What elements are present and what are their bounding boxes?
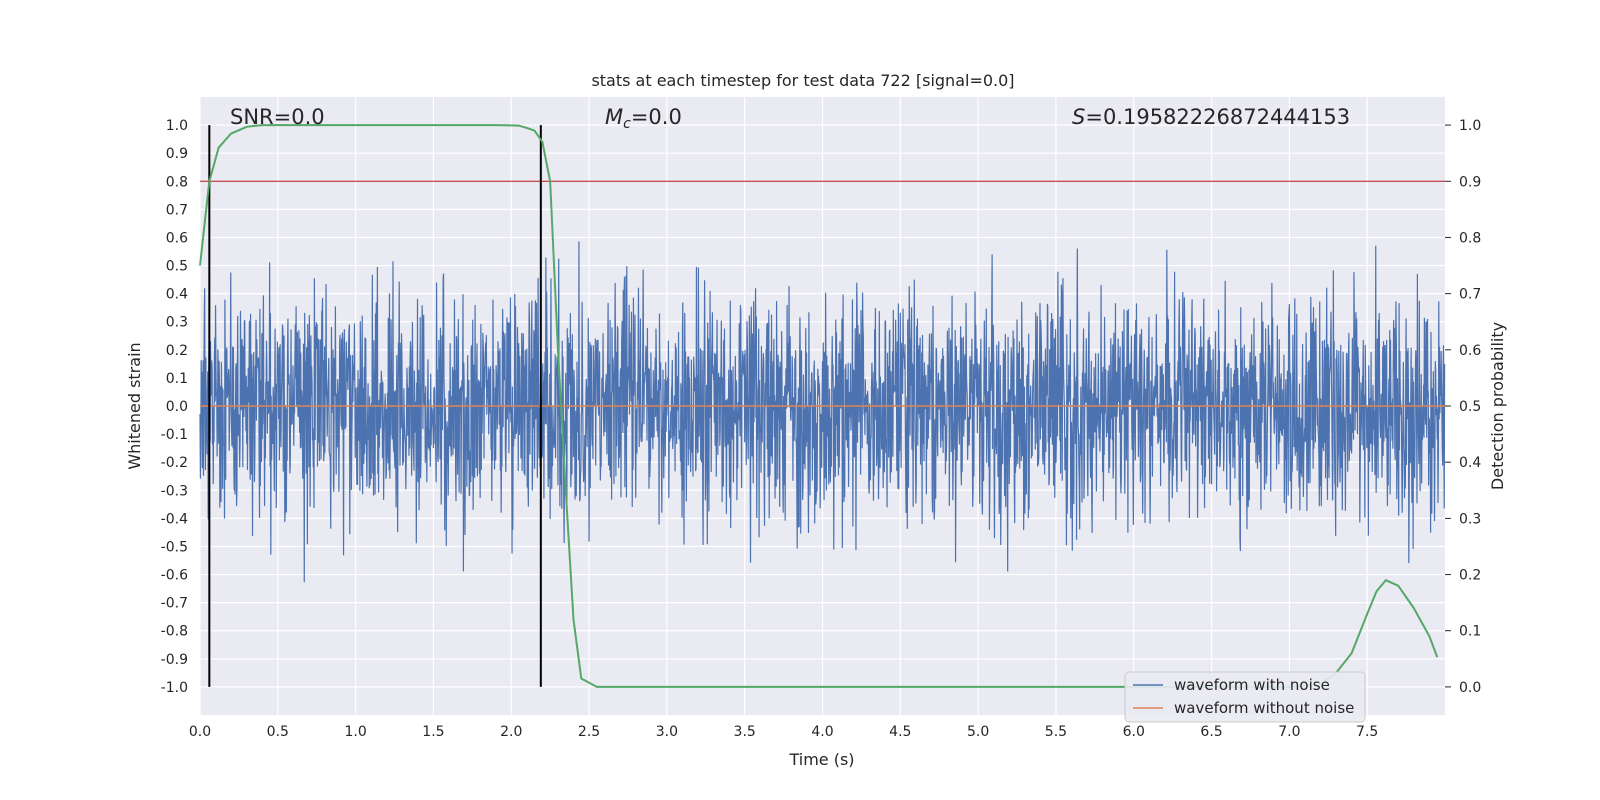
marker-lines: [208, 125, 542, 687]
y2-tick-label: 0.3: [1459, 511, 1481, 527]
y2-tick-label: 0.9: [1459, 174, 1481, 190]
y-tick-label: 0.1: [166, 371, 188, 387]
y-tick-label: -0.9: [161, 652, 188, 668]
waveform-with-noise: [199, 241, 1446, 583]
y-tick-label: 0.9: [166, 146, 188, 162]
x-tick-label: 7.0: [1278, 724, 1300, 740]
s-symbol: S: [1072, 105, 1085, 129]
y2-tick-label: 1.0: [1459, 118, 1481, 134]
y2-tick-label: 0.6: [1459, 343, 1481, 359]
y-tick-label: 0.6: [166, 230, 188, 246]
y2-tick-label: 0.1: [1459, 624, 1481, 640]
x-tick-label: 2.0: [500, 724, 522, 740]
y2-tick-label: 0.4: [1459, 455, 1481, 471]
noise-trace: [199, 241, 1446, 583]
y-tick-label: -0.1: [161, 427, 188, 443]
y-tick-label: 0.3: [166, 315, 188, 331]
y-tick-label: -0.4: [161, 511, 188, 527]
x-axis-label: Time (s): [788, 750, 854, 769]
y-tick-label: -0.3: [161, 483, 188, 499]
x-axis-ticks: 0.0 0.5 1.0 1.5 2.0 2.5 3.0 3.5 4.0 4.5 5.0 5.5 6.0 6…: [189, 724, 1378, 740]
x-tick-label: 4.5: [889, 724, 911, 740]
y-tick-label: 0.0: [166, 399, 188, 415]
legend-label-noise: waveform with noise: [1174, 676, 1330, 694]
x-tick-label: 3.0: [656, 724, 678, 740]
y-axis-label: Whitened strain: [125, 342, 144, 469]
y-tick-label: -0.5: [161, 539, 188, 555]
mc-symbol: M: [605, 105, 623, 129]
y2-axis-ticks: 1.0 0.9 0.8 0.7 0.6 0.5 0.4 0.3 0.2 0.1 0.0: [1445, 118, 1481, 696]
y-tick-label: -0.8: [161, 624, 188, 640]
y-tick-label: 0.7: [166, 202, 188, 218]
x-tick-label: 1.5: [422, 724, 444, 740]
y2-tick-label: 0.8: [1459, 230, 1481, 246]
x-tick-label: 5.5: [1045, 724, 1067, 740]
mc-subscript: c: [623, 116, 631, 132]
y2-tick-label: 0.7: [1459, 287, 1481, 303]
x-tick-label: 5.0: [967, 724, 989, 740]
probability-trace: [199, 124, 1439, 688]
y-tick-label: 0.4: [166, 287, 188, 303]
y-tick-label: -0.7: [161, 596, 188, 612]
y2-axis-label: Detection probability: [1488, 322, 1507, 490]
y-tick-label: -0.2: [161, 455, 188, 471]
y-tick-label: 0.2: [166, 343, 188, 359]
y-tick-label: 0.5: [166, 259, 188, 275]
y-tick-label: -1.0: [161, 680, 188, 696]
x-tick-label: 4.0: [811, 724, 833, 740]
s-value: =0.19582226872444153: [1085, 105, 1350, 129]
y2-tick-label: 0.0: [1459, 680, 1481, 696]
y-tick-label: 0.8: [166, 174, 188, 190]
mc-annotation: Mc=0.0: [605, 105, 682, 132]
y-tick-label: -0.6: [161, 568, 188, 584]
x-tick-label: 6.0: [1123, 724, 1145, 740]
x-tick-label: 0.5: [267, 724, 289, 740]
x-tick-label: 6.5: [1200, 724, 1222, 740]
y-axis-ticks: 1.0 0.9 0.8 0.7 0.6 0.5 0.4 0.3 0.2 0.1 0.0 -0.1 -0.…: [161, 118, 188, 696]
x-tick-label: 1.0: [344, 724, 366, 740]
snr-annotation: SNR=0.0: [230, 105, 325, 129]
chart-title: stats at each timestep for test data 722…: [591, 71, 1014, 90]
y2-tick-label: 0.5: [1459, 399, 1481, 415]
x-tick-label: 3.5: [734, 724, 756, 740]
mc-value: =0.0: [631, 105, 682, 129]
x-tick-label: 7.5: [1356, 724, 1378, 740]
s-annotation: S=0.19582226872444153: [1072, 105, 1350, 129]
legend-label-clean: waveform without noise: [1174, 699, 1354, 717]
y2-tick-label: 0.2: [1459, 568, 1481, 584]
legend: waveform with noise waveform without noi…: [1124, 671, 1366, 723]
detection-probability-line: [199, 124, 1439, 688]
x-tick-label: 0.0: [189, 724, 211, 740]
x-tick-label: 2.5: [578, 724, 600, 740]
legend-box: [1124, 671, 1366, 723]
y-tick-label: 1.0: [166, 118, 188, 134]
